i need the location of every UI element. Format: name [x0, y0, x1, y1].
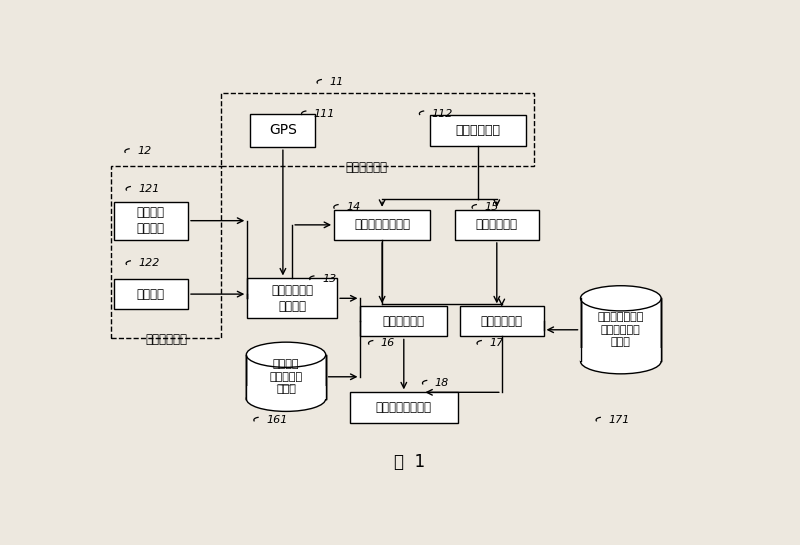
Bar [114, 279, 188, 309]
Bar [581, 298, 661, 361]
Text: GPS: GPS [269, 124, 297, 137]
Text: 图  1: 图 1 [394, 453, 426, 471]
Bar [247, 278, 337, 318]
Bar [221, 93, 534, 166]
Text: 112: 112 [432, 108, 453, 119]
Bar [350, 392, 458, 422]
Bar [580, 348, 662, 361]
Text: 15: 15 [485, 202, 498, 212]
Text: 最短路径
显示部件: 最短路径 显示部件 [137, 206, 165, 235]
Text: 每个像素位置的
行驶车道信息
数据库: 每个像素位置的 行驶车道信息 数据库 [598, 312, 644, 347]
Text: 161: 161 [266, 415, 287, 425]
Text: 13: 13 [322, 274, 336, 283]
Bar [334, 210, 430, 240]
Text: 18: 18 [435, 378, 449, 388]
Ellipse shape [581, 349, 661, 374]
Text: 距离提取部件: 距离提取部件 [383, 315, 425, 328]
Bar [114, 202, 188, 240]
Bar [246, 355, 326, 399]
Text: 图像拍摄部件: 图像拍摄部件 [456, 124, 501, 137]
Text: 11: 11 [330, 77, 344, 87]
Text: 111: 111 [314, 108, 335, 119]
Bar [460, 306, 544, 336]
Text: 交通标识信息
提供部件: 交通标识信息 提供部件 [271, 284, 314, 313]
Text: 交通标识识别部件: 交通标识识别部件 [354, 219, 410, 232]
Text: 信息提供部件: 信息提供部件 [146, 333, 187, 346]
Text: 16: 16 [381, 338, 395, 348]
Text: 171: 171 [608, 415, 630, 425]
Bar [250, 114, 315, 147]
Ellipse shape [246, 386, 326, 411]
Text: 12: 12 [138, 147, 151, 156]
Bar [455, 210, 538, 240]
Bar [246, 386, 326, 399]
Bar [111, 166, 221, 338]
Ellipse shape [581, 286, 661, 311]
Text: 导航地图: 导航地图 [137, 288, 165, 301]
Text: 17: 17 [490, 338, 504, 348]
Text: 122: 122 [138, 258, 160, 269]
Text: 车辆位置估计部件: 车辆位置估计部件 [376, 401, 432, 414]
Text: 14: 14 [346, 202, 360, 212]
Text: 车道识别部件: 车道识别部件 [476, 219, 518, 232]
Text: 信息取得部件: 信息取得部件 [346, 161, 388, 174]
Text: 车道校正部件: 车道校正部件 [481, 315, 522, 328]
Bar [360, 306, 447, 336]
Bar [430, 114, 526, 146]
Ellipse shape [246, 342, 326, 367]
Text: 针对像素
尺寸的距离
数据库: 针对像素 尺寸的距离 数据库 [270, 359, 302, 394]
Text: 121: 121 [138, 184, 160, 194]
